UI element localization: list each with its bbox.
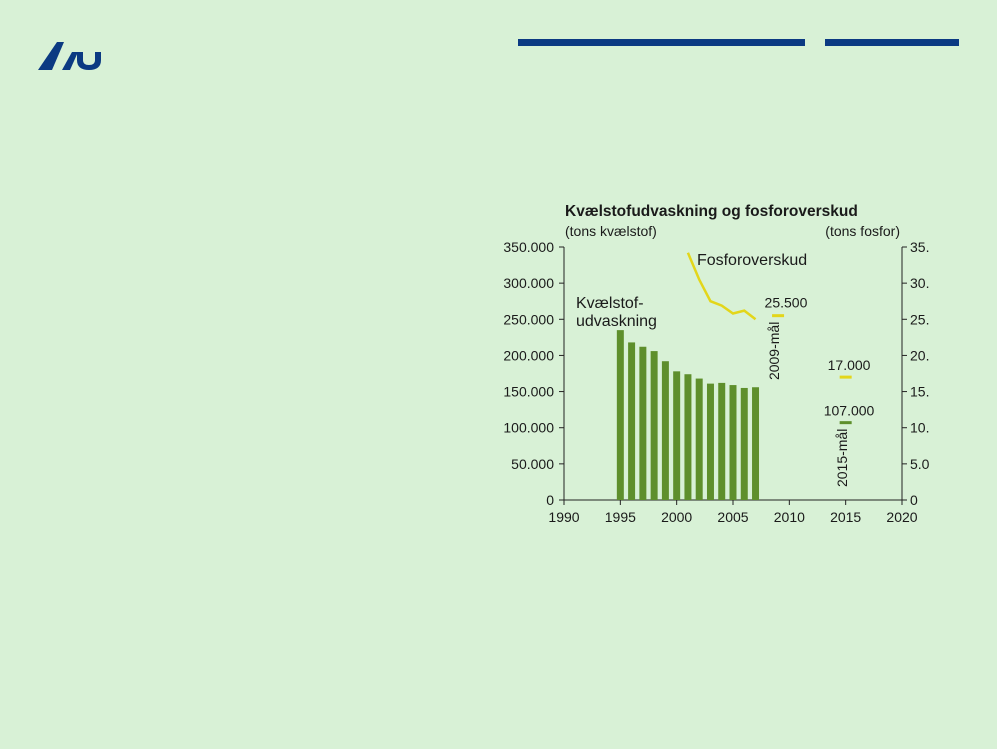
y-tick-label-right: 25.000 <box>910 311 930 327</box>
phosphorus-line <box>686 252 757 321</box>
nitrogen-bar <box>628 342 636 500</box>
header-rule-short <box>825 39 959 46</box>
y-tick-label-left: 200.000 <box>503 347 554 363</box>
left-axis-unit: (tons kvælstof) <box>565 223 657 239</box>
header-rule-long <box>518 39 805 46</box>
phosphorus-series-label: Fosforoverskud <box>697 252 807 269</box>
target-2015-nitrogen-label: 107.000 <box>824 403 875 419</box>
au-logo-icon <box>38 42 101 70</box>
plot-area: 0 50.000 100.000 150.000 200.000 250.000 300.0… <box>503 239 930 525</box>
nitrogen-bar <box>740 387 748 500</box>
nitrogen-bar <box>729 385 737 500</box>
nitrogen-bar <box>639 346 647 500</box>
y-tick-label-left: 0 <box>546 492 554 508</box>
y-tick-label-right: 5.000 <box>910 456 930 472</box>
x-tick-label: 2010 <box>774 509 805 525</box>
y-tick-label-right: 30.000 <box>910 275 930 291</box>
nitrogen-bar <box>673 371 681 500</box>
y-tick-label-right: 20.000 <box>910 347 930 363</box>
right-axis-unit: (tons fosfor) <box>825 223 900 239</box>
y-tick-label-left: 350.000 <box>503 239 554 255</box>
y-tick-label-right: 15.000 <box>910 384 930 400</box>
nitrogen-bar <box>684 374 692 500</box>
x-tick-label: 2020 <box>886 509 917 525</box>
y-tick-label-left: 150.000 <box>503 384 554 400</box>
nitrogen-bar <box>650 351 658 500</box>
nitrogen-bar <box>661 361 669 500</box>
target-2015-phosphorus-label: 17.000 <box>828 357 871 373</box>
y-tick-label-right: 0 <box>910 492 918 508</box>
target-2015-nitrogen-note: 2015-mål <box>834 429 850 487</box>
x-tick-label: 1995 <box>605 509 636 525</box>
y-tick-label-right: 35.000 <box>910 239 930 255</box>
nitrogen-bar <box>616 330 624 500</box>
x-tick-label: 2000 <box>661 509 692 525</box>
nitrogen-bar <box>695 378 703 500</box>
nitrogen-series-label-line2: udvaskning <box>576 313 657 330</box>
nitrogen-bar <box>752 387 760 500</box>
y-tick-label-left: 250.000 <box>503 311 554 327</box>
target-2009-phosphorus-note: 2009-mål <box>766 322 782 380</box>
nitrogen-phosphorus-chart: Kvælstofudvaskning og fosforoverskud (to… <box>503 203 930 525</box>
nitrogen-bar <box>706 383 714 500</box>
target-2009-phosphorus-label: 25.500 <box>765 295 808 311</box>
x-tick-label: 2005 <box>717 509 748 525</box>
nitrogen-series-label-line1: Kvælstof- <box>576 295 644 312</box>
y-tick-label-left: 50.000 <box>511 456 554 472</box>
y-tick-label-right: 10.000 <box>910 420 930 436</box>
x-tick-label: 1990 <box>548 509 579 525</box>
chart-title: Kvælstofudvaskning og fosforoverskud <box>565 203 858 220</box>
x-tick-label: 2015 <box>830 509 861 525</box>
nitrogen-bar <box>718 382 726 500</box>
y-tick-label-left: 100.000 <box>503 420 554 436</box>
y-tick-label-left: 300.000 <box>503 275 554 291</box>
